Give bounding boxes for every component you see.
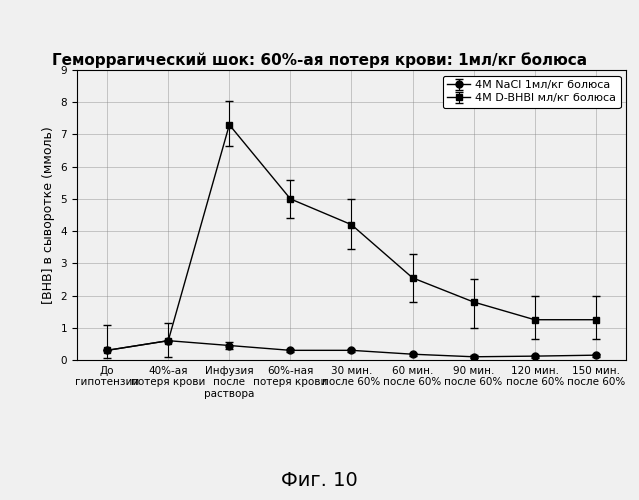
Y-axis label: [ВНВ] в сыворотке (ммоль): [ВНВ] в сыворотке (ммоль) <box>42 126 55 304</box>
Text: Геморрагический шок: 60%-ая потеря крови: 1мл/кг болюса: Геморрагический шок: 60%-ая потеря крови… <box>52 52 587 68</box>
Legend: 4M NaCl 1мл/кг болюса, 4M D-BHBl мл/кг болюса: 4M NaCl 1мл/кг болюса, 4M D-BHBl мл/кг б… <box>443 76 620 108</box>
Text: Фиг. 10: Фиг. 10 <box>281 470 358 490</box>
